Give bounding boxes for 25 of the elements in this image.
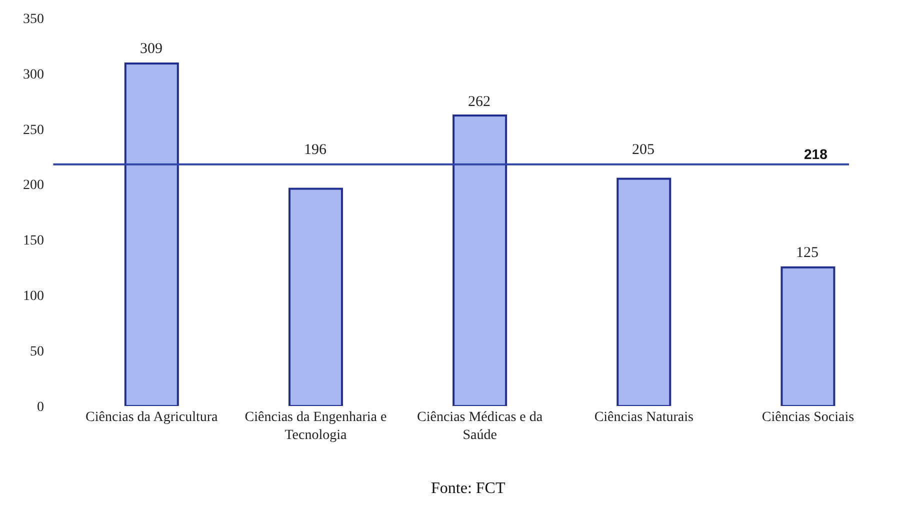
data-label: 309: [140, 41, 162, 57]
x-tick-label: Ciências da Engenharia e Tecnologia: [244, 410, 387, 444]
x-tick-label: Ciências Naturais: [594, 410, 694, 425]
data-label: 196: [304, 142, 327, 158]
x-tick-label: Ciências Médicas e da Saúde: [417, 410, 544, 444]
bar: [288, 188, 343, 406]
y-tick-label: 150: [23, 234, 44, 249]
y-tick-label: 50: [30, 344, 44, 360]
bar: [124, 62, 179, 406]
bar: [616, 178, 672, 406]
y-tick-label: 0: [37, 400, 44, 415]
x-tick-label: Ciências Sociais: [762, 410, 854, 425]
data-label: 262: [468, 94, 490, 110]
bar: [452, 114, 508, 406]
data-label: 125: [796, 245, 818, 261]
source-note: Fonte: FCT: [431, 480, 506, 497]
y-tick-label: 300: [23, 67, 44, 82]
bar: [780, 266, 836, 406]
x-tick-label: Ciências da Agricultura: [86, 410, 219, 425]
ref-line-label: 218: [804, 146, 828, 162]
data-label: 205: [632, 142, 654, 158]
y-tick-label: 350: [23, 12, 44, 27]
y-tick-label: 100: [23, 289, 44, 304]
y-tick-label: 250: [23, 122, 44, 138]
y-tick-label: 200: [23, 178, 44, 194]
